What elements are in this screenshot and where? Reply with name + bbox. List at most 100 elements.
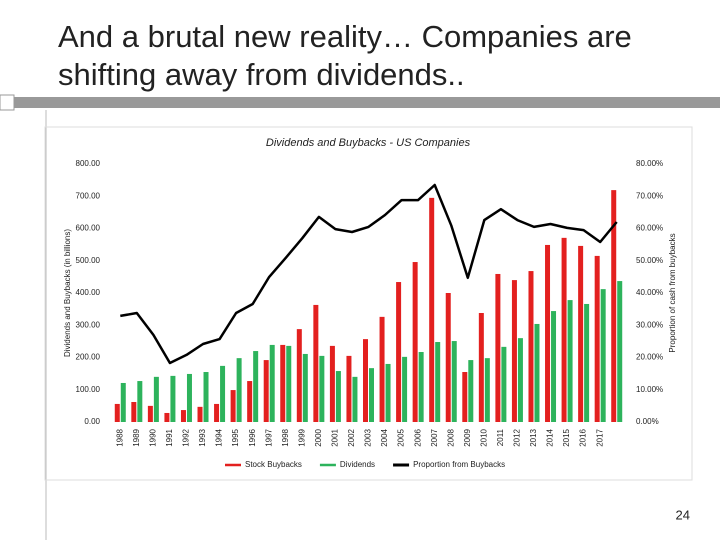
x-tick-label: 2013 [529, 428, 538, 446]
bar [412, 262, 418, 422]
legend-label: Proportion from Buybacks [413, 460, 505, 469]
bar [230, 390, 236, 422]
bar [346, 355, 352, 422]
bar [600, 289, 606, 422]
y2-tick-label: 50.00% [636, 256, 663, 265]
y-tick-label: 400.00 [76, 288, 101, 297]
bar [418, 352, 424, 422]
bar [247, 381, 253, 422]
y2-tick-label: 10.00% [636, 385, 663, 394]
bar [131, 402, 137, 422]
y2-tick-label: 70.00% [636, 191, 663, 200]
bar [253, 351, 259, 422]
x-tick-label: 1993 [198, 428, 207, 446]
line [120, 183, 618, 365]
bar [170, 375, 176, 422]
legend-label: Dividends [340, 460, 375, 469]
x-tick-label: 2009 [463, 428, 472, 446]
y2-tick-label: 20.00% [636, 353, 663, 362]
y-tick-label: 300.00 [76, 320, 101, 329]
y-tick-label: 600.00 [76, 224, 101, 233]
bar [567, 300, 573, 422]
bar [429, 197, 435, 422]
bar [369, 368, 374, 422]
y2-axis-label: Proportion of cash from buybacks [668, 233, 677, 352]
x-tick-label: 2011 [496, 428, 505, 446]
legend-item: Dividends [319, 460, 375, 469]
legend-item: Stock Buybacks [225, 460, 302, 469]
x-tick-label: 1994 [215, 428, 224, 446]
bar [137, 381, 143, 422]
y-axis-label: Dividends and Buybacks (in billions) [63, 229, 72, 357]
x-tick-label: 1998 [281, 428, 290, 446]
x-tick-label: 1999 [297, 428, 306, 446]
bar [363, 339, 368, 422]
bar [435, 342, 441, 422]
bar [478, 312, 484, 422]
bar [517, 338, 523, 422]
x-tick-label: 1995 [231, 428, 240, 446]
bar [501, 346, 507, 422]
bar [203, 372, 209, 422]
bar [236, 358, 242, 422]
y2-tick-label: 0.00% [636, 417, 659, 426]
bar [120, 382, 126, 422]
x-tick-label: 2007 [430, 428, 439, 446]
bar [617, 281, 623, 422]
bar [462, 372, 468, 422]
bar [180, 410, 186, 422]
x-tick-label: 2002 [347, 428, 356, 446]
bar [545, 244, 551, 422]
bar [329, 345, 335, 422]
x-tick-label: 1996 [248, 428, 257, 446]
slide-title-line: shifting away from dividends.. [58, 57, 465, 92]
x-tick-label: 2003 [364, 428, 373, 446]
bar [468, 360, 474, 422]
bar [153, 376, 159, 422]
title-bar [12, 97, 720, 108]
y-tick-label: 200.00 [76, 353, 101, 362]
bar [551, 311, 557, 422]
bar [594, 255, 600, 422]
x-tick-label: 2001 [331, 428, 340, 446]
chart-frame [44, 126, 693, 481]
bar [214, 403, 220, 422]
chart-title: Dividends and Buybacks - US Companies [266, 137, 471, 149]
bar [495, 273, 501, 422]
x-tick-label: 2014 [546, 428, 555, 446]
x-tick-label: 1990 [148, 428, 157, 446]
bar [445, 293, 451, 422]
bar [164, 412, 170, 422]
x-tick-label: 2005 [397, 428, 406, 446]
bar [335, 371, 341, 422]
x-tick-label: 2008 [446, 428, 455, 446]
bar [147, 405, 153, 422]
x-tick-label: 2000 [314, 428, 323, 446]
y2-tick-label: 30.00% [636, 320, 663, 329]
x-tick-label: 1989 [132, 428, 141, 446]
legend-item: Proportion from Buybacks [393, 460, 505, 469]
bar [186, 373, 192, 422]
bar [313, 304, 319, 422]
bar [352, 376, 358, 422]
x-tick-label: 2016 [579, 428, 588, 446]
bar [511, 280, 517, 422]
bar [561, 237, 567, 422]
x-tick-label: 2017 [595, 428, 604, 446]
bar [114, 403, 120, 422]
y-tick-label: 500.00 [76, 256, 101, 265]
y-tick-label: 800.00 [76, 159, 101, 168]
bar [385, 363, 391, 422]
bar [286, 345, 292, 422]
x-tick-label: 1988 [115, 428, 124, 446]
bar [263, 360, 269, 422]
x-tick-label: 2010 [479, 428, 488, 446]
x-tick-label: 2004 [380, 428, 389, 446]
x-tick-label: 1992 [182, 428, 191, 446]
x-tick-label: 2006 [413, 428, 422, 446]
x-tick-label: 1991 [165, 428, 174, 446]
bar [528, 271, 534, 422]
bar [534, 323, 540, 422]
bar [319, 355, 325, 422]
